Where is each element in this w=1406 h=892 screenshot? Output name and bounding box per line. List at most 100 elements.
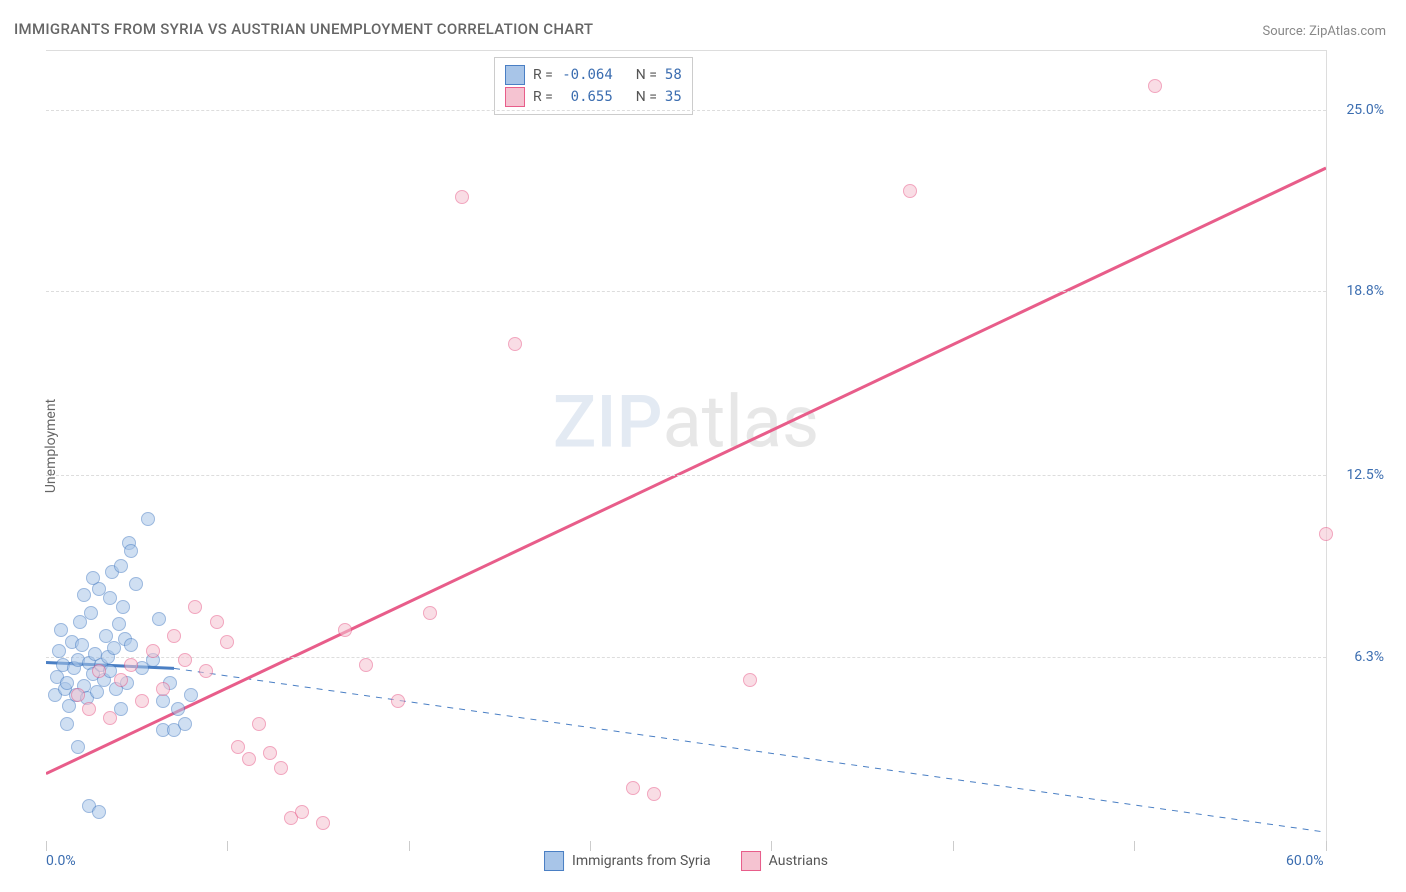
data-point	[178, 717, 192, 731]
legend-entry: Austrians	[741, 851, 828, 871]
legend-label: Austrians	[769, 853, 828, 869]
legend-swatch	[741, 851, 761, 871]
data-point	[114, 559, 128, 573]
data-point	[199, 664, 213, 678]
y-tick-label: 18.8%	[1346, 283, 1384, 299]
data-point	[124, 544, 138, 558]
r-label: R =	[533, 86, 553, 108]
legend-entry: Immigrants from Syria	[544, 851, 711, 871]
data-point	[263, 746, 277, 760]
data-point	[114, 673, 128, 687]
gridline	[46, 110, 1326, 111]
data-point	[77, 588, 91, 602]
data-point	[455, 190, 469, 204]
data-point	[152, 612, 166, 626]
x-tick	[953, 841, 954, 851]
data-point	[146, 644, 160, 658]
data-point	[338, 623, 352, 637]
data-point	[52, 644, 66, 658]
data-point	[92, 664, 106, 678]
data-point	[626, 781, 640, 795]
gridline	[46, 475, 1326, 476]
y-tick-label: 6.3%	[1354, 649, 1384, 665]
data-point	[178, 653, 192, 667]
y-tick-label: 25.0%	[1346, 102, 1384, 118]
chart-title: IMMIGRANTS FROM SYRIA VS AUSTRIAN UNEMPL…	[14, 20, 593, 38]
n-value: 35	[665, 86, 682, 108]
x-tick	[46, 841, 47, 851]
x-tick-label: 0.0%	[46, 853, 76, 869]
data-point	[903, 184, 917, 198]
chart-plot-area: ZIPatlas R = -0.064 N = 58 R = 0.655 N = 35…	[46, 50, 1327, 841]
legend-row: R = 0.655 N = 35	[505, 86, 682, 108]
data-point	[274, 761, 288, 775]
data-point	[171, 702, 185, 716]
data-point	[167, 629, 181, 643]
data-point	[135, 694, 149, 708]
n-label: N =	[636, 86, 657, 108]
legend-label: Immigrants from Syria	[572, 853, 711, 869]
x-tick	[227, 841, 228, 851]
data-point	[359, 658, 373, 672]
data-point	[116, 600, 130, 614]
data-point	[220, 635, 234, 649]
r-label: R =	[533, 64, 553, 86]
data-point	[71, 688, 85, 702]
source-link[interactable]: ZipAtlas.com	[1309, 24, 1386, 39]
data-point	[75, 638, 89, 652]
x-tick	[1134, 841, 1135, 851]
gridline	[46, 657, 1326, 658]
watermark: ZIPatlas	[553, 380, 819, 465]
data-point	[112, 617, 126, 631]
x-tick	[1326, 841, 1327, 851]
data-point	[231, 740, 245, 754]
data-point	[60, 717, 74, 731]
data-point	[188, 600, 202, 614]
data-point	[124, 658, 138, 672]
data-point	[391, 694, 405, 708]
legend-swatch	[505, 87, 525, 107]
source-credit: Source: ZipAtlas.com	[1262, 24, 1386, 39]
data-point	[141, 512, 155, 526]
legend-swatch	[505, 65, 525, 85]
data-point	[129, 577, 143, 591]
data-point	[423, 606, 437, 620]
x-tick-label: 60.0%	[1286, 853, 1324, 869]
correlation-legend: R = -0.064 N = 58 R = 0.655 N = 35	[494, 57, 693, 115]
data-point	[647, 787, 661, 801]
data-point	[103, 591, 117, 605]
data-point	[184, 688, 198, 702]
data-point	[508, 337, 522, 351]
data-point	[743, 673, 757, 687]
data-point	[54, 623, 68, 637]
data-point	[103, 711, 117, 725]
data-point	[210, 615, 224, 629]
legend-swatch	[544, 851, 564, 871]
data-point	[252, 717, 266, 731]
r-value: -0.064	[561, 64, 613, 86]
legend-row: R = -0.064 N = 58	[505, 64, 682, 86]
n-value: 58	[665, 64, 682, 86]
data-point	[316, 816, 330, 830]
data-point	[84, 606, 98, 620]
x-tick	[409, 841, 410, 851]
data-point	[242, 752, 256, 766]
n-label: N =	[636, 64, 657, 86]
trend-lines-layer	[46, 51, 1326, 841]
data-point	[295, 805, 309, 819]
x-tick	[590, 841, 591, 851]
data-point	[156, 682, 170, 696]
data-point	[71, 740, 85, 754]
data-point	[82, 702, 96, 716]
gridline	[46, 291, 1326, 292]
r-value: 0.655	[561, 86, 613, 108]
data-point	[1148, 79, 1162, 93]
source-label: Source:	[1262, 24, 1309, 39]
y-tick-label: 12.5%	[1346, 467, 1384, 483]
data-point	[86, 571, 100, 585]
data-point	[92, 805, 106, 819]
data-point	[124, 638, 138, 652]
series-legend: Immigrants from Syria Austrians	[544, 851, 828, 871]
data-point	[1319, 527, 1333, 541]
x-tick	[771, 841, 772, 851]
